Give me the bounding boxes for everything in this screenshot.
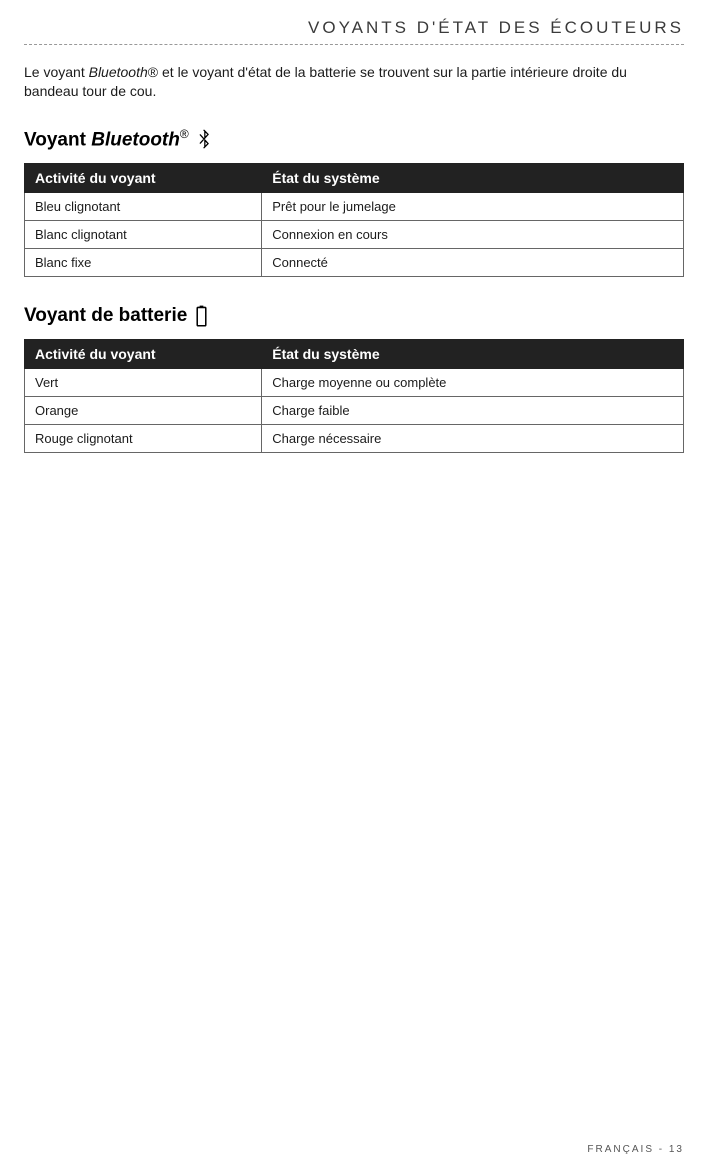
intro-paragraph: Le voyant Bluetooth® et le voyant d'état… [24, 63, 684, 101]
col-header-state: État du système [262, 340, 684, 369]
table-row: Orange Charge faible [25, 397, 684, 425]
cell-activity: Orange [25, 397, 262, 425]
registered-mark: ® [148, 64, 158, 80]
bluetooth-word: Bluetooth [89, 64, 148, 80]
cell-state: Charge faible [262, 397, 684, 425]
cell-state: Connexion en cours [262, 221, 684, 249]
table-row: Bleu clignotant Prêt pour le jumelage [25, 193, 684, 221]
document-page: VOYANTS D'ÉTAT DES ÉCOUTEURS Le voyant B… [0, 0, 708, 1167]
cell-activity: Blanc clignotant [25, 221, 262, 249]
page-title: VOYANTS D'ÉTAT DES ÉCOUTEURS [24, 18, 684, 44]
cell-activity: Vert [25, 369, 262, 397]
battery-icon [195, 305, 208, 327]
table-row: Blanc fixe Connecté [25, 249, 684, 277]
cell-state: Prêt pour le jumelage [262, 193, 684, 221]
cell-state: Connecté [262, 249, 684, 277]
col-header-state: État du système [262, 164, 684, 193]
bluetooth-icon [197, 129, 211, 149]
table-row: Vert Charge moyenne ou complète [25, 369, 684, 397]
heading-bluetooth-word: Bluetooth [91, 129, 180, 150]
section-heading-battery: Voyant de batterie [24, 305, 684, 327]
cell-activity: Blanc fixe [25, 249, 262, 277]
table-row: Blanc clignotant Connexion en cours [25, 221, 684, 249]
bluetooth-status-table: Activité du voyant État du système Bleu … [24, 163, 684, 277]
table-row: Rouge clignotant Charge nécessaire [25, 425, 684, 453]
cell-activity: Rouge clignotant [25, 425, 262, 453]
heading-battery-text: Voyant de batterie [24, 305, 187, 327]
cell-state: Charge nécessaire [262, 425, 684, 453]
col-header-activity: Activité du voyant [25, 164, 262, 193]
col-header-activity: Activité du voyant [25, 340, 262, 369]
cell-state: Charge moyenne ou complète [262, 369, 684, 397]
divider [24, 44, 684, 45]
table-header-row: Activité du voyant État du système [25, 164, 684, 193]
battery-status-table: Activité du voyant État du système Vert … [24, 339, 684, 453]
heading-registered-mark: ® [180, 127, 189, 141]
section-heading-bluetooth: Voyant Bluetooth® [24, 127, 684, 151]
table-header-row: Activité du voyant État du système [25, 340, 684, 369]
cell-activity: Bleu clignotant [25, 193, 262, 221]
page-footer: FRANÇAIS - 13 [587, 1144, 684, 1155]
heading-prefix: Voyant [24, 129, 91, 150]
intro-text-1: Le voyant [24, 64, 89, 80]
